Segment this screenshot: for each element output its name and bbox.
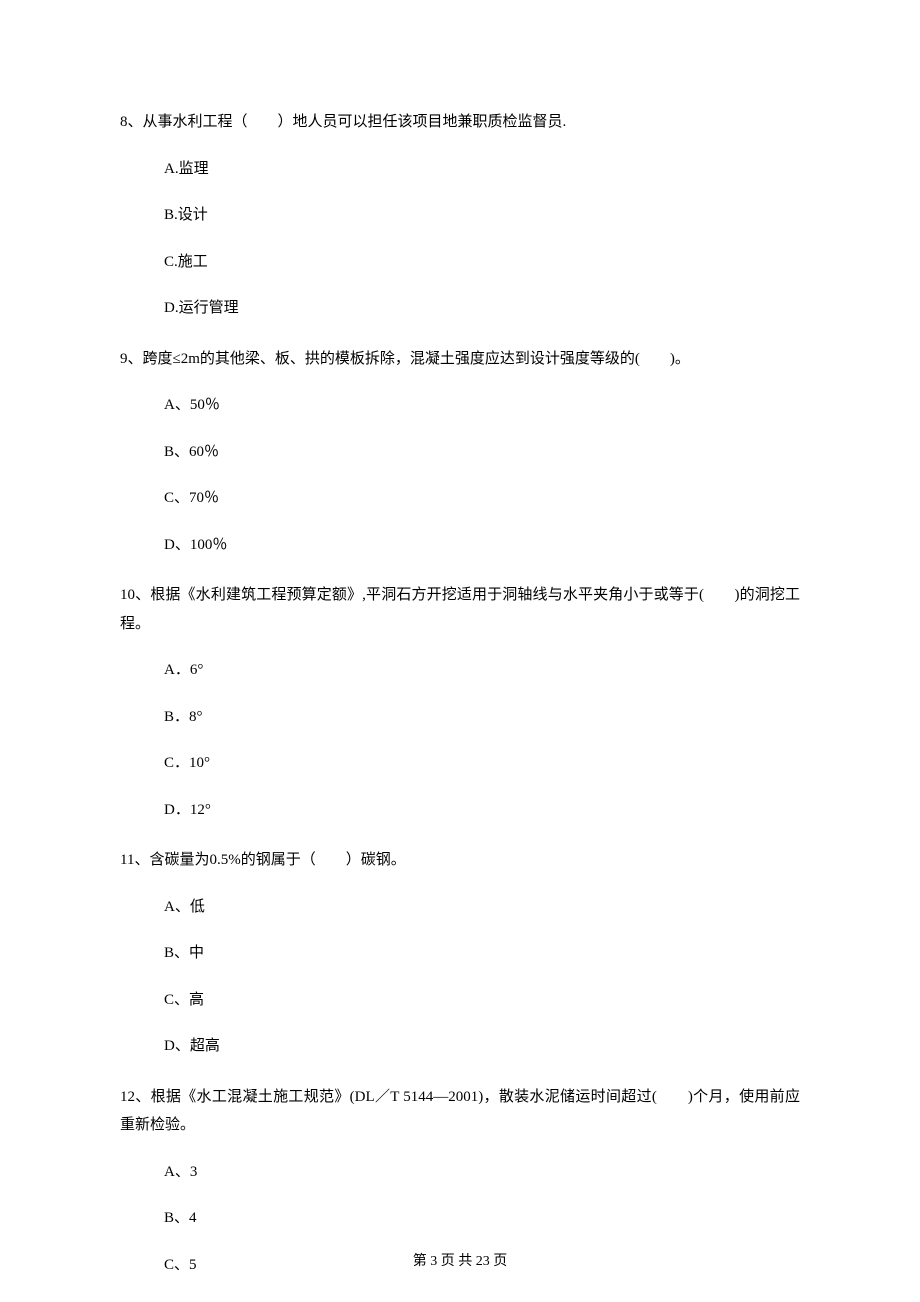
- question-stem: 9、跨度≤2m的其他梁、板、拱的模板拆除，混凝土强度应达到设计强度等级的( )。: [120, 345, 800, 374]
- page-content: 8、从事水利工程（ ）地人员可以担任该项目地兼职质检监督员. A.监理 B.设计…: [0, 0, 920, 1279]
- question-option: A．6°: [164, 656, 800, 685]
- question-option: C、高: [164, 986, 800, 1015]
- question-option: D.运行管理: [164, 294, 800, 323]
- question-option: B.设计: [164, 201, 800, 230]
- question-option: D、超高: [164, 1032, 800, 1061]
- page-footer: 第 3 页 共 23 页: [0, 1250, 920, 1270]
- question-stem: 8、从事水利工程（ ）地人员可以担任该项目地兼职质检监督员.: [120, 108, 800, 137]
- question-option: B、60％: [164, 438, 800, 467]
- question-option: B、4: [164, 1204, 800, 1233]
- question-option: D、100％: [164, 531, 800, 560]
- question-option: A、50％: [164, 391, 800, 420]
- question-stem: 11、含碳量为0.5%的钢属于（ ）碳钢。: [120, 846, 800, 875]
- question-9: 9、跨度≤2m的其他梁、板、拱的模板拆除，混凝土强度应达到设计强度等级的( )。…: [120, 345, 800, 560]
- question-option: A、低: [164, 893, 800, 922]
- question-stem: 12、根据《水工混凝土施工规范》(DL／T 5144—2001)，散装水泥储运时…: [120, 1083, 800, 1140]
- question-option: C．10°: [164, 749, 800, 778]
- question-option: B．8°: [164, 703, 800, 732]
- question-8: 8、从事水利工程（ ）地人员可以担任该项目地兼职质检监督员. A.监理 B.设计…: [120, 108, 800, 323]
- question-10: 10、根据《水利建筑工程预算定额》,平洞石方开挖适用于洞轴线与水平夹角小于或等于…: [120, 581, 800, 824]
- question-option: A、3: [164, 1158, 800, 1187]
- question-option: C、70％: [164, 484, 800, 513]
- question-option: D．12°: [164, 796, 800, 825]
- question-option: A.监理: [164, 155, 800, 184]
- question-option: C.施工: [164, 248, 800, 277]
- question-11: 11、含碳量为0.5%的钢属于（ ）碳钢。 A、低 B、中 C、高 D、超高: [120, 846, 800, 1061]
- question-stem: 10、根据《水利建筑工程预算定额》,平洞石方开挖适用于洞轴线与水平夹角小于或等于…: [120, 581, 800, 638]
- question-option: B、中: [164, 939, 800, 968]
